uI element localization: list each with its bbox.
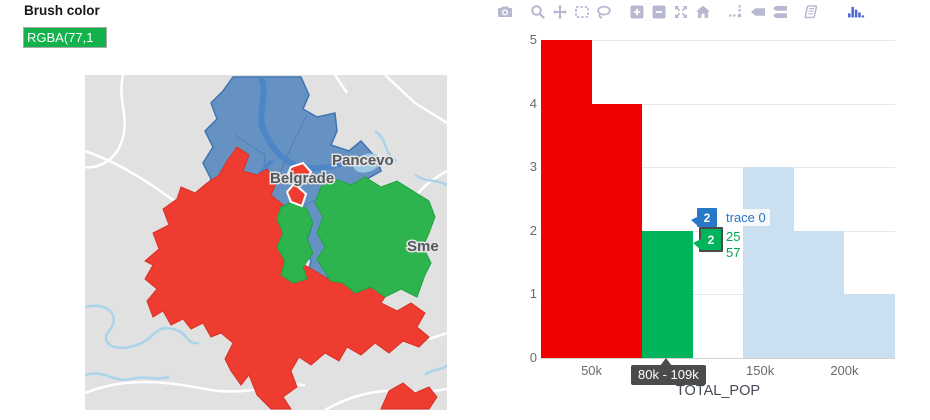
x-tick-label: 200k — [830, 363, 859, 378]
region-red-belgrade[interactable] — [285, 161, 313, 208]
notebook-icon[interactable] — [802, 3, 819, 20]
zoom-in-icon[interactable] — [628, 3, 645, 20]
hover-label-green: 2 — [693, 227, 723, 252]
map-label-smederevo: Sme — [407, 238, 439, 255]
river-bay — [353, 153, 381, 173]
hover-green-line1: 25 — [723, 229, 744, 244]
hover-label-trace-name: trace 0 — [722, 209, 770, 226]
x-axis-hover-label: 80k - 109k — [631, 365, 706, 385]
region-red-southeast[interactable] — [380, 382, 438, 410]
y-tick-label: 3 — [529, 159, 537, 175]
map-label-pancevo: Pancevo — [332, 152, 394, 169]
y-gridline — [541, 103, 895, 105]
hover-closest-icon[interactable] — [749, 3, 766, 20]
brush-color-input[interactable] — [23, 27, 107, 48]
autoscale-icon[interactable] — [672, 3, 689, 20]
histogram-bar[interactable] — [793, 230, 845, 358]
reset-axes-home-icon[interactable] — [694, 3, 711, 20]
hover-label-blue: 2 — [691, 208, 717, 227]
y-tick-label: 4 — [529, 95, 537, 111]
hover-compare-icon[interactable] — [771, 3, 788, 20]
camera-icon[interactable] — [496, 3, 513, 20]
box-select-icon[interactable] — [573, 3, 590, 20]
x-tick-label: 150k — [746, 363, 775, 378]
y-gridline — [541, 167, 895, 169]
histogram-bar[interactable] — [541, 40, 592, 358]
x-tick-label: 50k — [581, 363, 603, 378]
brush-color-label: Brush color — [24, 3, 100, 18]
y-gridline — [541, 294, 895, 296]
toggle-spikelines-icon[interactable] — [727, 3, 744, 20]
histogram-bar[interactable] — [591, 103, 643, 358]
river-lines — [85, 129, 447, 381]
pan-icon[interactable] — [551, 3, 568, 20]
y-tick-label: 2 — [529, 222, 537, 238]
zoom-icon[interactable] — [529, 3, 546, 20]
plotly-logo-histogram-icon[interactable] — [848, 3, 865, 20]
x-axis-title: TOTAL_POP — [675, 383, 761, 399]
region-green-east[interactable] — [314, 176, 436, 298]
y-gridline — [541, 358, 895, 359]
histogram-bar[interactable] — [844, 294, 895, 358]
hover-green-line2: 57 — [723, 245, 744, 260]
lasso-select-icon[interactable] — [595, 3, 612, 20]
map-view[interactable]: Pancevo Belgrade Sme — [85, 75, 447, 410]
y-tick-label: 1 — [529, 286, 537, 302]
zoom-out-icon[interactable] — [650, 3, 667, 20]
histogram-bar[interactable] — [642, 230, 693, 358]
y-tick-label: 0 — [529, 350, 537, 365]
plot-modebar — [496, 2, 865, 21]
region-green-small[interactable] — [276, 200, 314, 284]
histogram-bar[interactable] — [743, 167, 794, 358]
y-tick-label: 5 — [529, 32, 537, 47]
histogram-plot[interactable]: TOTAL_POP 2 trace 0 2 25 57 80k - 109k 0… — [530, 32, 895, 399]
x-axis-hover-caret — [660, 358, 672, 366]
map-canvas: Pancevo Belgrade Sme — [85, 75, 447, 410]
y-gridline — [541, 40, 895, 41]
map-label-belgrade: Belgrade — [270, 170, 334, 187]
